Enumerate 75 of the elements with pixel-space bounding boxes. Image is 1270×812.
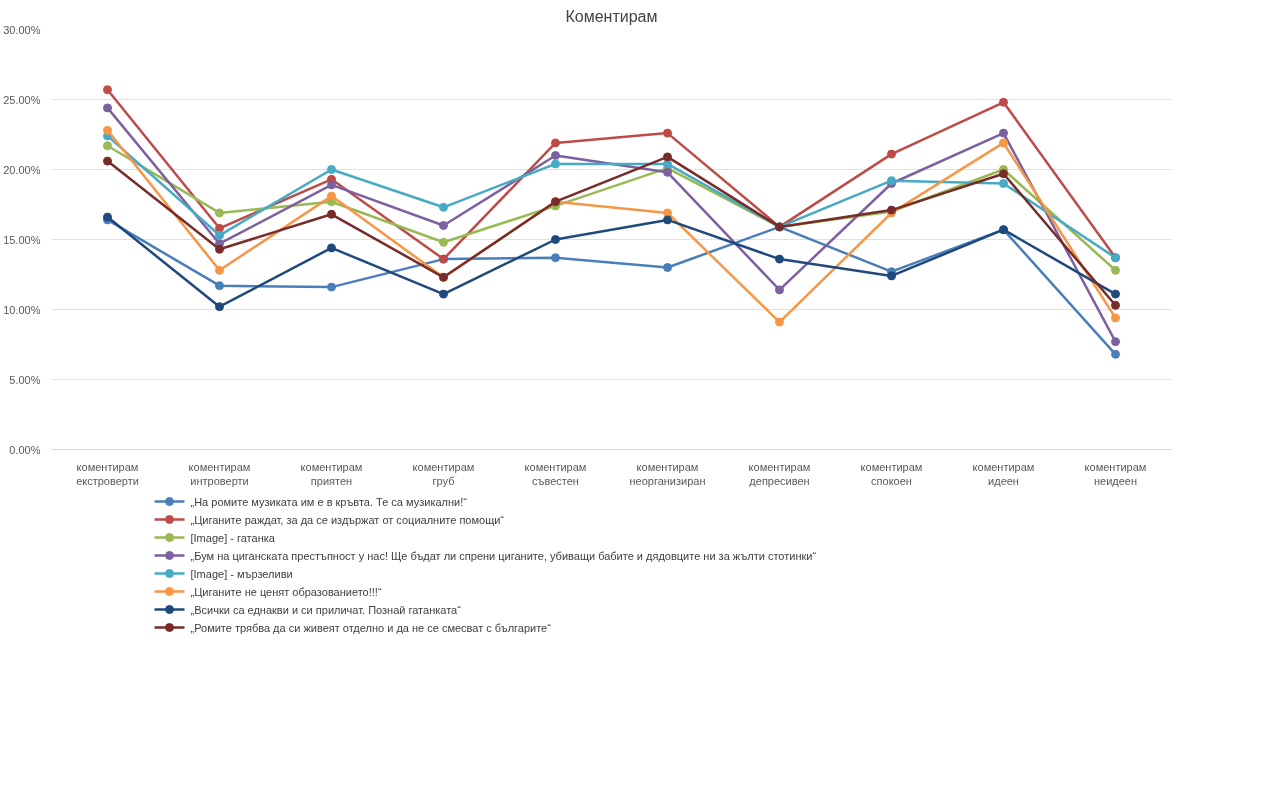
point [775, 317, 784, 327]
y-tick-label: 10.00% [3, 303, 41, 316]
point [663, 152, 672, 162]
x-tick-label: коментирам приятен [300, 460, 363, 487]
point [103, 125, 112, 135]
point [887, 149, 896, 159]
point [663, 263, 672, 272]
point [103, 85, 112, 95]
point [215, 244, 224, 254]
point [439, 221, 448, 230]
point [103, 156, 112, 166]
legend-label: [Image] - мързеливи [190, 567, 293, 580]
point [663, 167, 672, 177]
chart-title: Коментирам [565, 7, 658, 25]
point [551, 235, 560, 244]
point [327, 243, 336, 253]
point [1111, 349, 1120, 359]
point [663, 128, 672, 138]
y-tick-label: 5.00% [9, 373, 41, 386]
point [215, 302, 224, 312]
point [551, 253, 560, 263]
point [327, 209, 336, 219]
legend-label: „Всички са еднакви и си приличат. Познай гатанката“ [190, 603, 462, 616]
point [887, 271, 896, 281]
point [1111, 265, 1120, 275]
legend-label: „Циганите не ценят образованието!!!“ [190, 585, 382, 598]
x-tick-label: коментирам депресивен [748, 460, 811, 487]
y-tick-label: 25.00% [3, 93, 41, 106]
x-tick-label: коментирам съвестен [524, 460, 587, 487]
point [103, 141, 112, 151]
legend-label: „Ромите трябва да си живеят отделно и да не се смесват с българите“ [190, 621, 552, 634]
point [663, 159, 672, 169]
point [439, 289, 448, 299]
point [999, 169, 1008, 179]
point [1111, 337, 1120, 347]
point [327, 180, 336, 190]
point [215, 265, 224, 275]
point [775, 285, 784, 295]
point [215, 281, 224, 291]
point [215, 223, 224, 233]
point [999, 97, 1008, 107]
point [551, 151, 560, 160]
x-tick-label: коментирам неорганизиран [629, 460, 706, 487]
legend-label: „Циганите раждат, за да се издържат от социалните помощи“ [190, 513, 505, 526]
point [551, 159, 560, 169]
x-tick-label: коментирам спокоен [860, 460, 923, 487]
y-tick-label: 30.00% [3, 23, 41, 36]
point [215, 208, 224, 218]
point [103, 103, 112, 113]
y-tick-label: 0.00% [9, 443, 41, 456]
y-tick-label: 15.00% [3, 233, 41, 246]
point [439, 202, 448, 212]
point [775, 254, 784, 264]
x-tick-label: коментирам интроверти [188, 460, 251, 487]
x-tick-label: коментирам неидеен [1084, 460, 1147, 487]
point [215, 230, 224, 240]
legend-label: „Бум на циганската престъпност у нас! Ще бъдат ли спрени циганите, убиващи бабите и дядовците ни за жълти стотинки“ [190, 549, 817, 562]
point [663, 215, 672, 225]
point [1111, 300, 1120, 310]
point [327, 191, 336, 201]
legend-label: „На ромите музиката им е в кръвта. Те са музикални!“ [190, 495, 468, 508]
point [1111, 289, 1120, 299]
point [999, 128, 1008, 138]
x-tick-label: коментирам екстроверти [76, 460, 139, 487]
point [327, 165, 336, 174]
point [1111, 313, 1120, 323]
y-tick-label: 20.00% [3, 163, 41, 176]
point [327, 282, 336, 292]
x-tick-label: коментирам груб [412, 460, 475, 487]
legend-label: [Image] - гатанка [190, 531, 276, 544]
point [439, 237, 448, 247]
point [999, 138, 1008, 148]
x-tick-label: коментирам идеен [972, 460, 1035, 487]
point [551, 138, 560, 148]
point [999, 179, 1008, 188]
